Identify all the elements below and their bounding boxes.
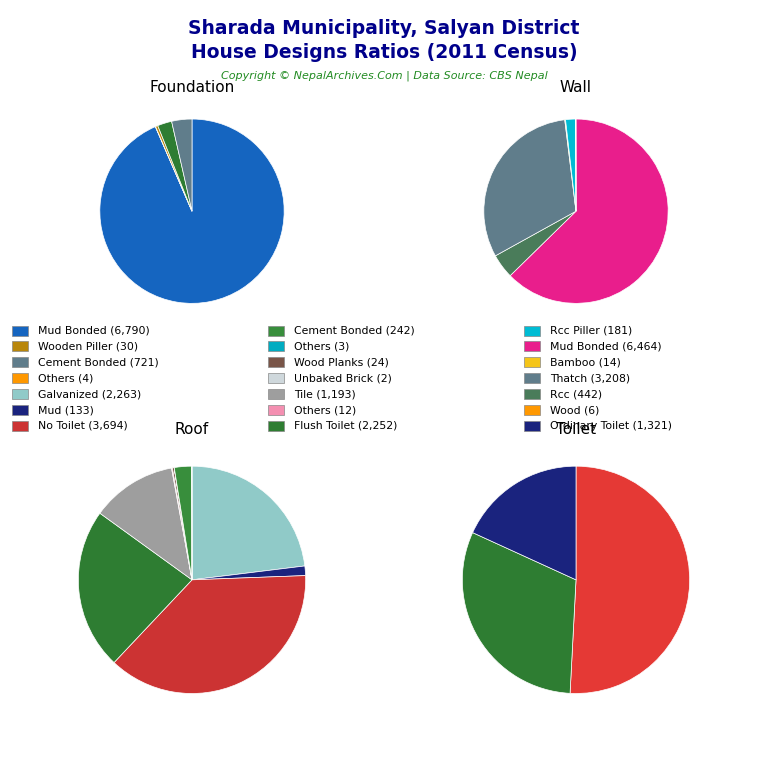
Bar xyxy=(267,342,284,352)
Wedge shape xyxy=(100,119,284,303)
Text: Mud Bonded (6,464): Mud Bonded (6,464) xyxy=(550,342,661,352)
Bar xyxy=(12,373,28,383)
Wedge shape xyxy=(171,119,192,211)
Wedge shape xyxy=(114,575,306,694)
Text: Wood (6): Wood (6) xyxy=(550,405,599,415)
Text: 0.2%: 0.2% xyxy=(0,767,1,768)
Text: 10.0%: 10.0% xyxy=(0,767,1,768)
Bar xyxy=(524,421,541,431)
Title: Foundation: Foundation xyxy=(149,80,235,94)
Wedge shape xyxy=(510,119,668,303)
Title: Roof: Roof xyxy=(175,422,209,436)
Bar xyxy=(524,389,541,399)
Text: 0.1%: 0.1% xyxy=(0,767,1,768)
Wedge shape xyxy=(564,120,576,211)
Text: No Toilet (3,694): No Toilet (3,694) xyxy=(38,421,127,431)
Text: 18.2%: 18.2% xyxy=(0,767,1,768)
Text: 31.0%: 31.0% xyxy=(0,767,1,768)
Bar xyxy=(267,326,284,336)
Text: 89.4%: 89.4% xyxy=(0,767,1,768)
Text: Wooden Piller (30): Wooden Piller (30) xyxy=(38,342,137,352)
Bar xyxy=(524,405,541,415)
Text: 6.1%: 6.1% xyxy=(0,767,1,768)
Bar xyxy=(267,405,284,415)
Bar xyxy=(12,421,28,431)
Bar xyxy=(267,357,284,367)
Text: 0.1%: 0.1% xyxy=(0,767,1,768)
Wedge shape xyxy=(462,532,576,694)
Wedge shape xyxy=(156,126,192,211)
Bar xyxy=(267,421,284,431)
Wedge shape xyxy=(565,119,576,211)
Text: Mud Bonded (6,790): Mud Bonded (6,790) xyxy=(38,326,150,336)
Text: 31.2%: 31.2% xyxy=(0,767,1,768)
Text: Bamboo (14): Bamboo (14) xyxy=(550,357,621,367)
Bar xyxy=(267,389,284,399)
Text: Others (12): Others (12) xyxy=(293,405,356,415)
Wedge shape xyxy=(78,513,192,663)
Wedge shape xyxy=(172,468,192,580)
Title: Wall: Wall xyxy=(560,80,592,94)
Text: 3.3%: 3.3% xyxy=(0,767,1,768)
Wedge shape xyxy=(495,211,576,276)
Text: Mud (133): Mud (133) xyxy=(38,405,94,415)
Wedge shape xyxy=(484,120,576,256)
Text: 0.2%: 0.2% xyxy=(0,767,1,768)
Bar xyxy=(267,373,284,383)
Text: Others (3): Others (3) xyxy=(293,342,349,352)
Text: 0.0%: 0.0% xyxy=(0,767,1,768)
Wedge shape xyxy=(472,466,576,580)
Text: Wood Planks (24): Wood Planks (24) xyxy=(293,357,389,367)
Bar xyxy=(12,357,28,367)
Text: 93.7%: 93.7% xyxy=(0,767,1,768)
Text: Thatch (3,208): Thatch (3,208) xyxy=(550,373,630,383)
Text: Cement Bonded (242): Cement Bonded (242) xyxy=(293,326,415,336)
Bar xyxy=(12,389,28,399)
Bar xyxy=(524,373,541,383)
Bar xyxy=(12,405,28,415)
Bar xyxy=(524,326,541,336)
Bar xyxy=(12,342,28,352)
Text: 0.3%: 0.3% xyxy=(0,767,1,768)
Wedge shape xyxy=(174,466,192,580)
Text: Tile (1,193): Tile (1,193) xyxy=(293,389,356,399)
Text: Galvanized (2,263): Galvanized (2,263) xyxy=(38,389,141,399)
Text: 2.5%: 2.5% xyxy=(0,767,1,768)
Wedge shape xyxy=(100,468,192,580)
Text: 0.0%: 0.0% xyxy=(0,767,1,768)
Wedge shape xyxy=(157,121,192,211)
Text: Rcc Piller (181): Rcc Piller (181) xyxy=(550,326,632,336)
Text: 1.8%: 1.8% xyxy=(0,767,1,768)
Wedge shape xyxy=(174,468,192,580)
Text: Flush Toilet (2,252): Flush Toilet (2,252) xyxy=(293,421,397,431)
Wedge shape xyxy=(155,127,192,211)
Wedge shape xyxy=(192,466,305,580)
Wedge shape xyxy=(171,468,192,580)
Text: Sharada Municipality, Salyan District
House Designs Ratios (2011 Census): Sharada Municipality, Salyan District Ho… xyxy=(188,19,580,61)
Text: 16.4%: 16.4% xyxy=(0,767,1,768)
Bar xyxy=(524,357,541,367)
Text: Ordinary Toilet (1,321): Ordinary Toilet (1,321) xyxy=(550,421,672,431)
Bar xyxy=(12,326,28,336)
Wedge shape xyxy=(570,466,690,694)
Text: Copyright © NepalArchives.Com | Data Source: CBS Nepal: Copyright © NepalArchives.Com | Data Sou… xyxy=(220,71,548,81)
Title: Toilet: Toilet xyxy=(556,422,596,436)
Text: 44.2%: 44.2% xyxy=(0,767,1,768)
Bar xyxy=(524,342,541,352)
Text: Rcc (442): Rcc (442) xyxy=(550,389,602,399)
Text: 50.8%: 50.8% xyxy=(0,767,1,768)
Text: Others (4): Others (4) xyxy=(38,373,93,383)
Text: Cement Bonded (721): Cement Bonded (721) xyxy=(38,357,158,367)
Text: Unbaked Brick (2): Unbaked Brick (2) xyxy=(293,373,392,383)
Text: 0.4%: 0.4% xyxy=(0,767,1,768)
Wedge shape xyxy=(192,566,306,580)
